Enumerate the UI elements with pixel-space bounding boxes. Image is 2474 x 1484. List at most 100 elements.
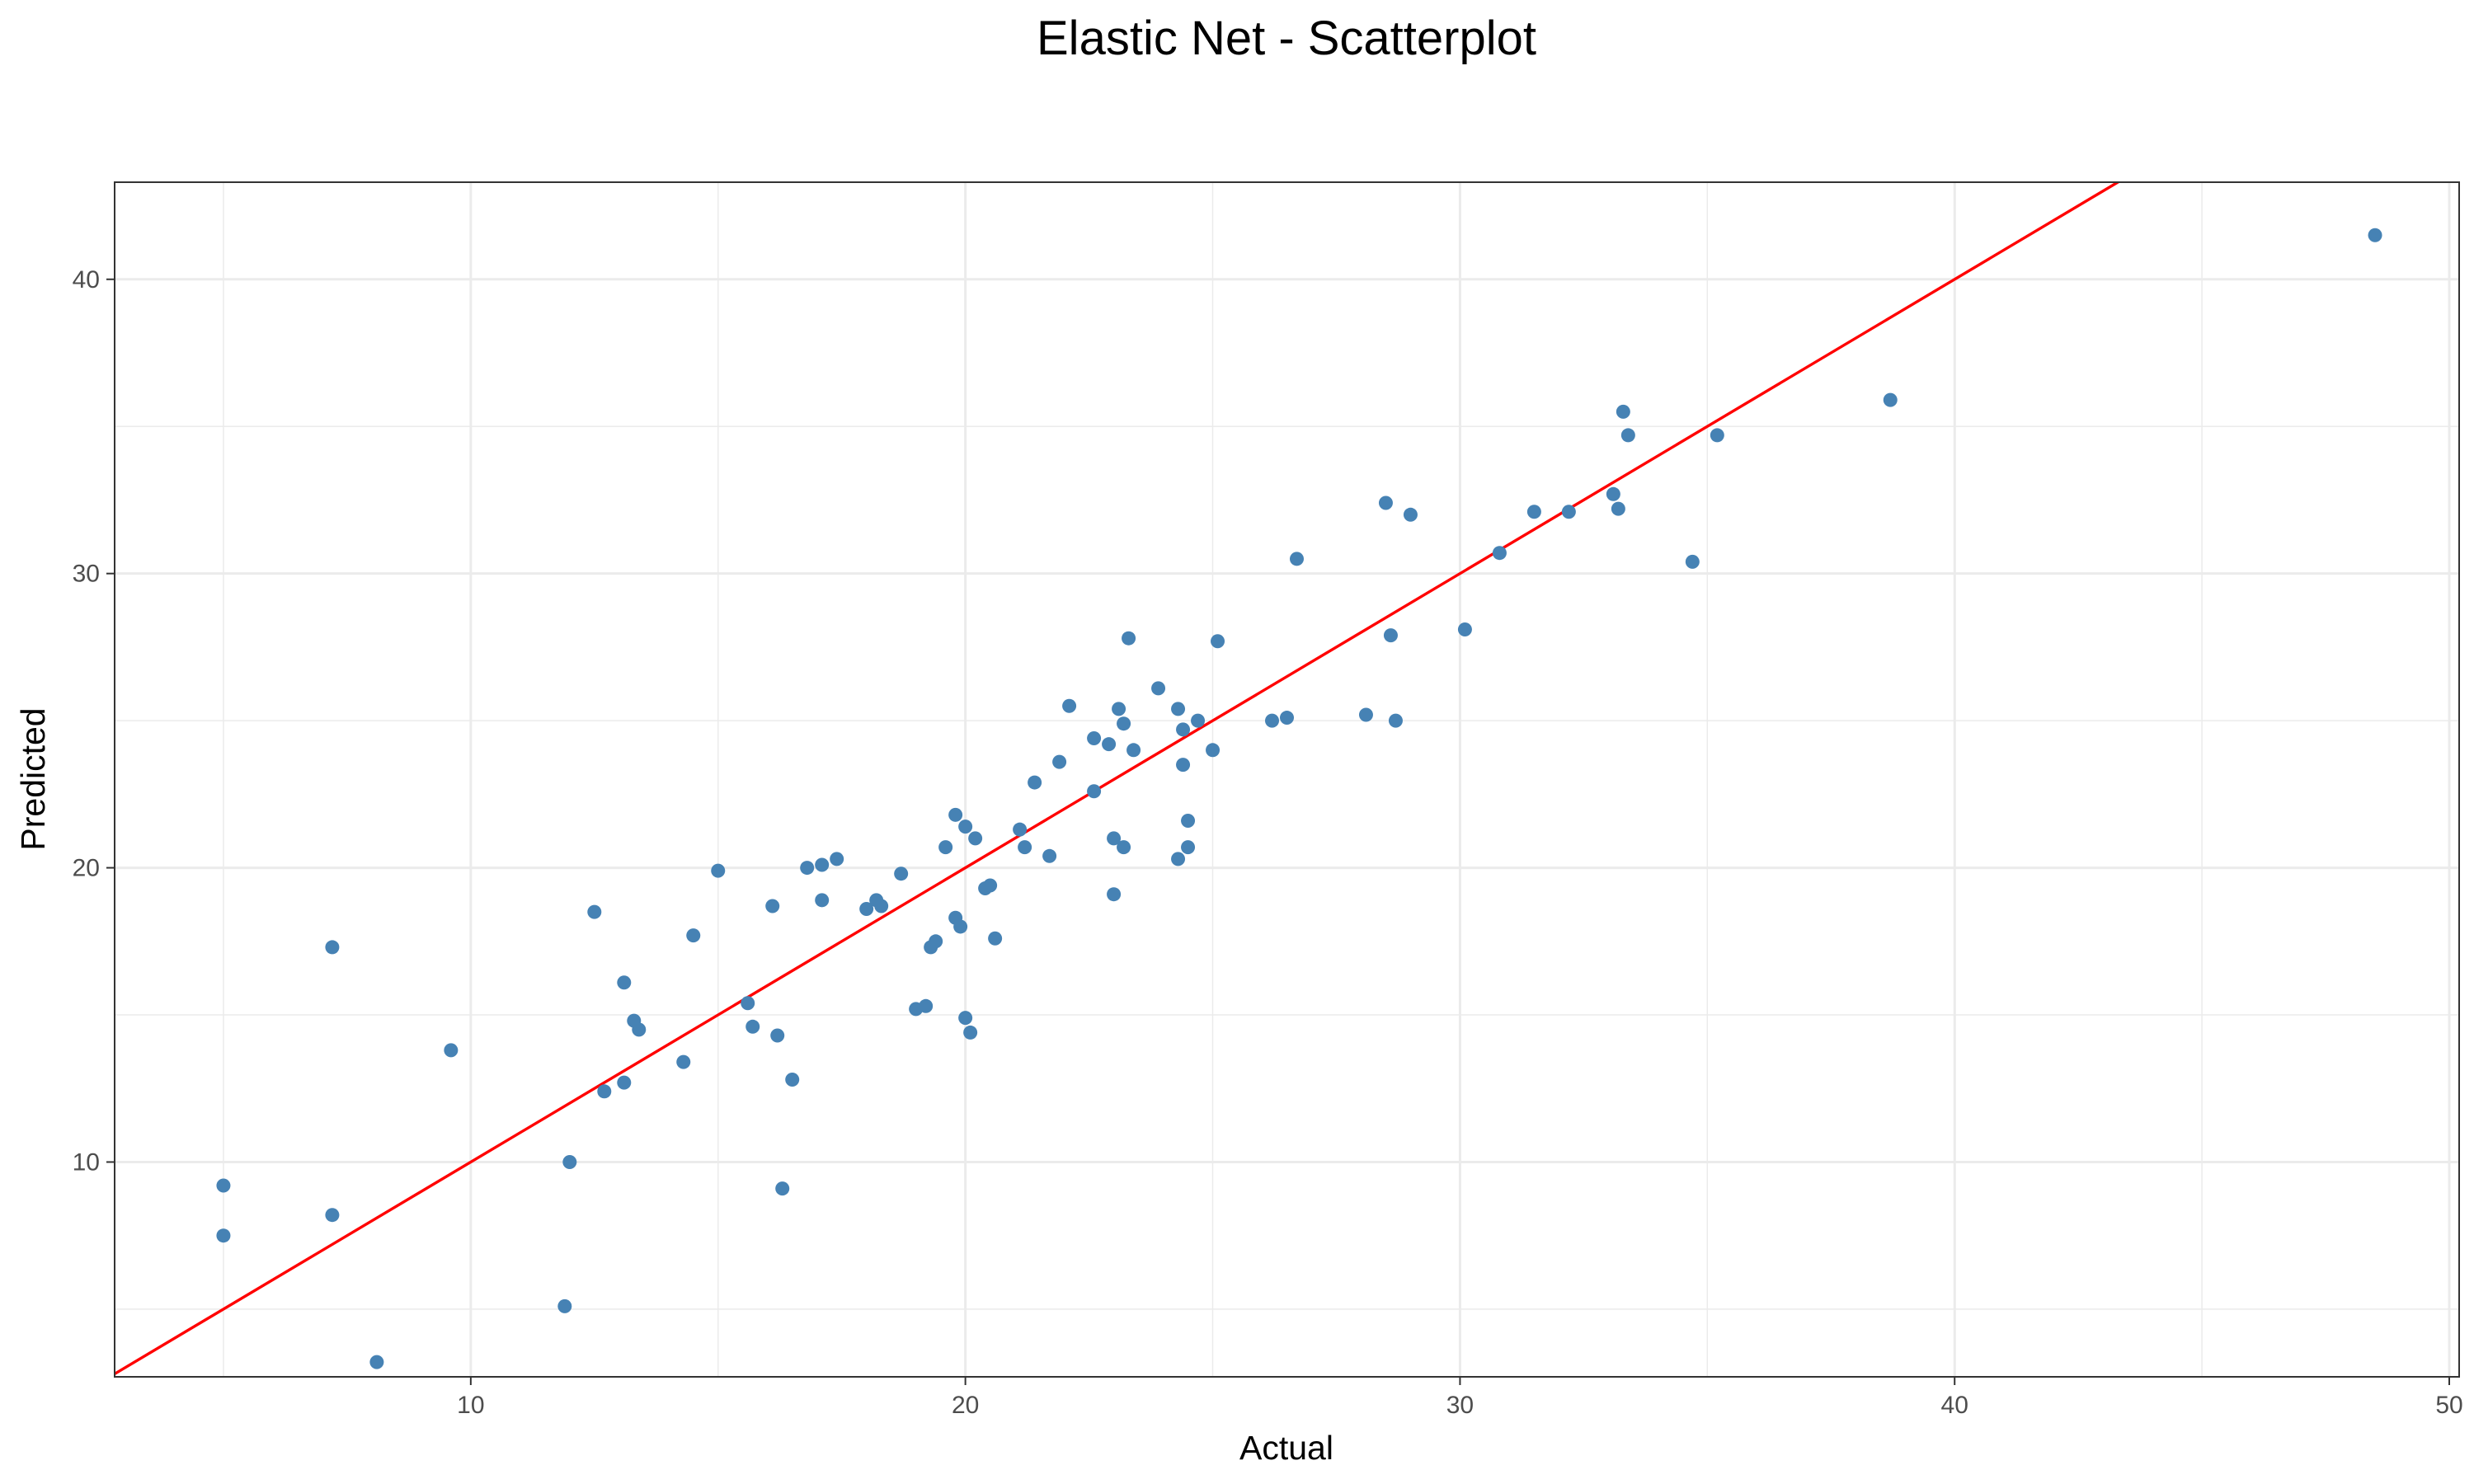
data-point xyxy=(741,996,755,1011)
data-point xyxy=(1171,702,1186,716)
data-point xyxy=(894,866,909,881)
data-point xyxy=(1062,698,1077,713)
data-point xyxy=(1378,495,1393,510)
data-point xyxy=(369,1355,384,1369)
data-point xyxy=(958,1011,973,1026)
data-point xyxy=(1117,840,1131,855)
data-point xyxy=(1126,743,1141,758)
data-point xyxy=(2368,228,2382,242)
data-point xyxy=(1107,887,1122,902)
data-point xyxy=(948,807,963,822)
data-point xyxy=(1151,681,1166,696)
grid-lines xyxy=(115,182,2459,1377)
data-point xyxy=(1383,628,1398,643)
data-point xyxy=(968,831,983,846)
data-point xyxy=(1087,784,1102,799)
data-points xyxy=(216,228,2382,1369)
x-axis-ticks: 10 20 30 40 50 xyxy=(457,1377,2463,1419)
y-tick-label: 10 xyxy=(73,1148,100,1176)
data-point xyxy=(1403,507,1418,522)
data-point xyxy=(800,861,815,876)
data-point xyxy=(1561,505,1576,519)
data-point xyxy=(1018,840,1032,855)
data-point xyxy=(1112,702,1126,716)
data-point xyxy=(1171,852,1186,866)
data-point xyxy=(988,931,1003,946)
data-point xyxy=(562,1154,577,1169)
plot-panel-border xyxy=(114,181,2460,1378)
data-point xyxy=(597,1084,612,1099)
data-point xyxy=(216,1228,231,1243)
data-point xyxy=(557,1298,572,1313)
data-point xyxy=(1265,713,1280,728)
data-point xyxy=(929,934,943,949)
data-point xyxy=(1606,486,1620,501)
data-point xyxy=(676,1054,691,1069)
data-point xyxy=(1013,822,1028,837)
data-point xyxy=(1289,552,1304,566)
data-point xyxy=(1388,713,1403,728)
chart-title: Elastic Net - Scatterplot xyxy=(1037,12,1536,65)
data-point xyxy=(1358,707,1373,722)
y-tick-label: 40 xyxy=(73,266,100,294)
data-point xyxy=(745,1019,760,1034)
data-point xyxy=(770,1028,785,1043)
data-point xyxy=(1042,848,1057,863)
data-point xyxy=(617,975,632,990)
data-point xyxy=(1611,501,1625,516)
data-point xyxy=(1191,713,1206,728)
data-point xyxy=(1457,622,1472,636)
data-point xyxy=(632,1022,647,1037)
x-tick-label: 30 xyxy=(1446,1392,1474,1419)
y-tick-label: 30 xyxy=(73,561,100,588)
data-point xyxy=(1181,813,1196,828)
data-point xyxy=(1211,634,1225,649)
data-point xyxy=(1176,758,1191,773)
data-point xyxy=(325,1208,340,1223)
data-point xyxy=(444,1043,459,1058)
data-point xyxy=(686,928,701,943)
data-point xyxy=(617,1075,632,1090)
data-point xyxy=(711,863,726,878)
x-axis-title: Actual xyxy=(1239,1429,1333,1467)
x-tick-label: 10 xyxy=(457,1392,484,1419)
x-tick-label: 50 xyxy=(2435,1392,2462,1419)
data-point xyxy=(919,998,934,1013)
data-point xyxy=(1280,711,1294,726)
data-point xyxy=(1206,743,1221,758)
data-point xyxy=(1883,392,1898,407)
data-point xyxy=(859,902,874,917)
x-tick-label: 20 xyxy=(952,1392,979,1419)
y-axis-title: Predicted xyxy=(14,707,52,850)
data-point xyxy=(874,899,889,913)
data-point xyxy=(1122,631,1136,646)
data-point xyxy=(1107,831,1122,846)
data-point xyxy=(953,919,968,934)
data-point xyxy=(938,840,953,855)
data-point xyxy=(958,819,973,834)
data-point xyxy=(1028,775,1042,790)
data-point xyxy=(1685,554,1700,569)
plot-panel-background xyxy=(115,182,2459,1377)
data-point xyxy=(325,940,340,955)
data-point xyxy=(587,904,602,919)
y-axis-ticks: 10 20 30 40 xyxy=(73,266,115,1176)
data-point xyxy=(1492,546,1507,561)
data-point xyxy=(1616,404,1630,419)
data-point xyxy=(785,1073,800,1087)
data-point xyxy=(1087,731,1102,746)
data-point xyxy=(983,878,998,893)
data-point xyxy=(830,852,844,866)
data-point xyxy=(1176,722,1191,737)
data-point xyxy=(815,893,830,908)
data-point xyxy=(1052,754,1067,769)
data-point xyxy=(1620,428,1635,443)
data-point xyxy=(1117,716,1131,731)
data-point xyxy=(216,1178,231,1193)
data-point xyxy=(1526,505,1541,519)
data-point xyxy=(775,1181,790,1196)
data-point xyxy=(1710,428,1724,443)
y-tick-label: 20 xyxy=(73,855,100,882)
